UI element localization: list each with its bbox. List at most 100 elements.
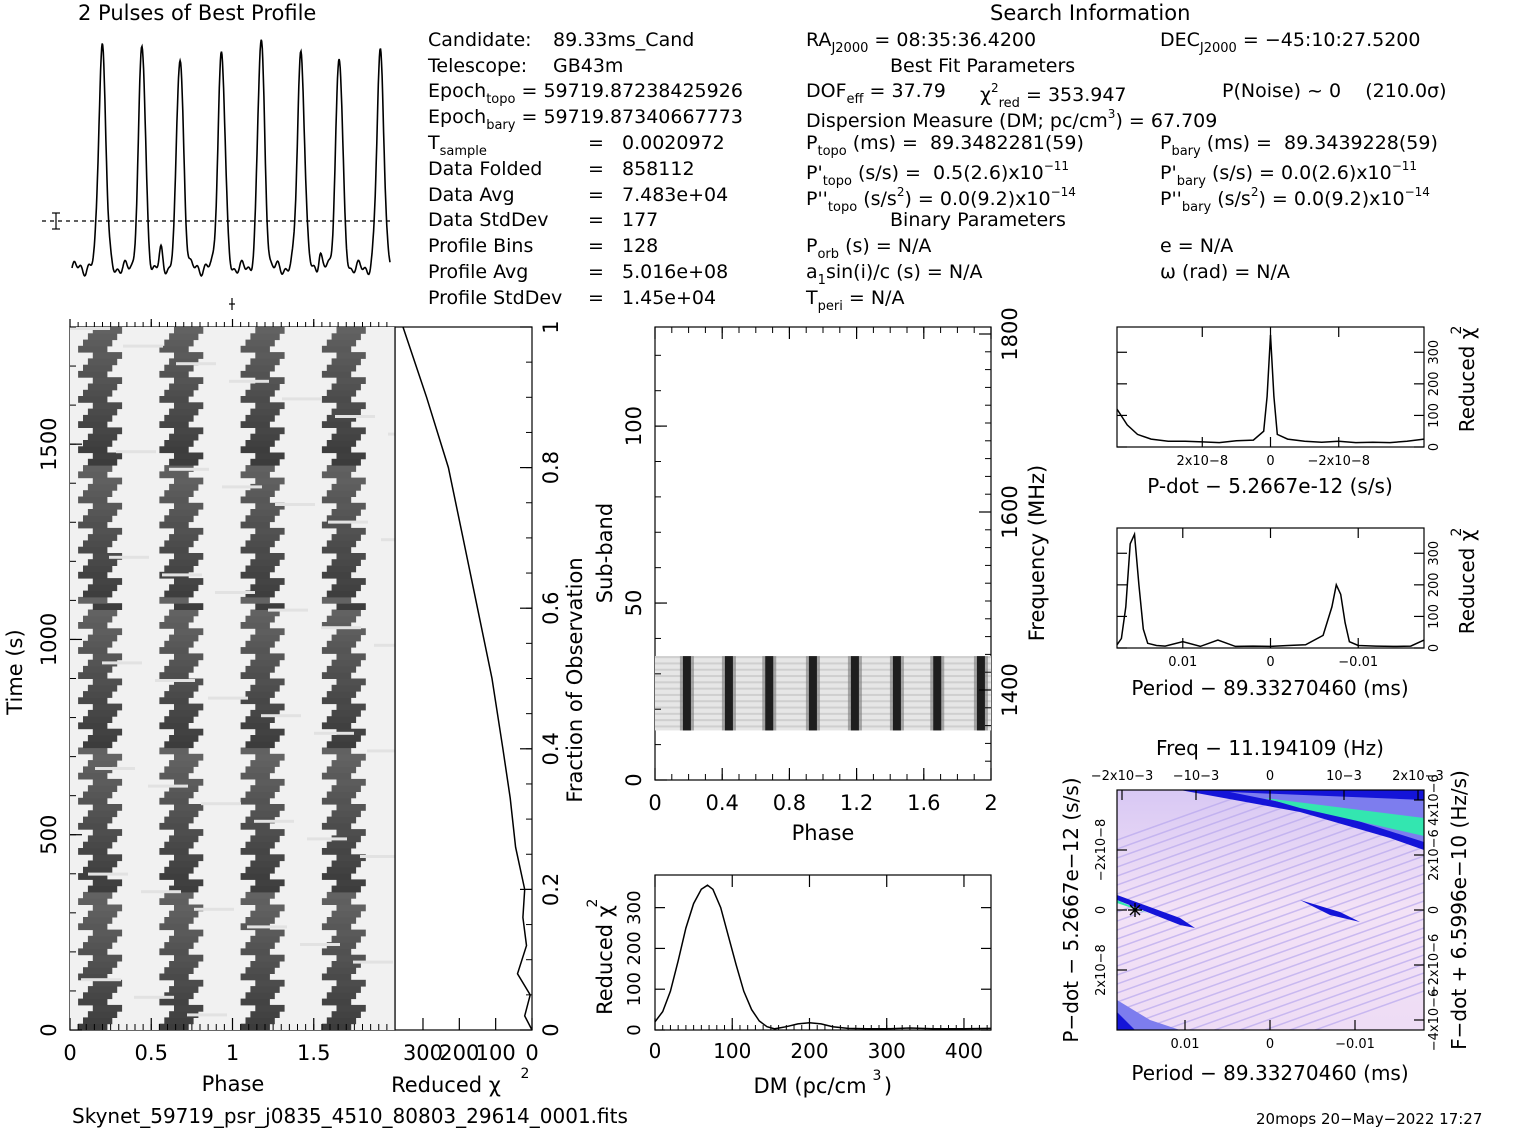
time-phase-pulse — [250, 910, 280, 918]
time-phase-pulse — [164, 716, 194, 723]
time-phase-pulse — [174, 477, 204, 485]
time-phase-pulse — [87, 961, 118, 968]
subband-pulse — [808, 656, 817, 731]
time-phase-pulse — [331, 333, 361, 341]
time-phase-pulse — [240, 421, 270, 428]
time-phase-pulse — [78, 1023, 108, 1030]
time-phase-pulse — [245, 766, 275, 774]
time-phase-pulse — [250, 609, 280, 617]
time-phase-pulse — [174, 603, 204, 610]
dm-xtick-label: 0 — [649, 1039, 662, 1063]
time-phase-pulse — [331, 885, 361, 893]
time-phase-pulse — [240, 622, 270, 629]
time-phase-pulse — [336, 904, 366, 912]
time-phase-pulse — [336, 553, 366, 560]
time-phase-pulse — [336, 427, 366, 435]
time-phase-pulse — [245, 917, 275, 924]
time-phase-pulse — [164, 791, 194, 799]
ppdot-streak — [1312, 990, 1424, 1030]
time-phase-pulse — [245, 741, 275, 749]
pdot-xlabel: P-dot − 5.2667e-12 (s/s) — [1147, 474, 1393, 498]
ppdot-streak — [1117, 790, 1259, 841]
chi2-line: χ2red = 353.947 — [980, 81, 1127, 111]
pdot-curve-line — [1116, 334, 1425, 444]
time-phase-pulse — [164, 992, 194, 1000]
time-phase-pulse — [159, 345, 189, 353]
time-phase-ytick-label: 0 — [37, 1023, 61, 1036]
time-phase-pulse — [326, 992, 357, 1000]
time-phase-pulse — [250, 509, 280, 516]
search-info-title: Search Information — [990, 1, 1191, 25]
time-phase-pulse — [78, 697, 108, 705]
time-phase-pulse — [164, 691, 194, 698]
epoch-topo: Epochtopo = 59719.87238425926 — [428, 80, 743, 107]
time-phase-pulse — [321, 923, 352, 931]
time-phase-pulse — [326, 741, 357, 749]
time-phase-pulse — [87, 935, 118, 943]
time-phase-pulse — [245, 640, 275, 648]
dm-xlabel-sup: 3 — [873, 1068, 882, 1084]
subband-pulse — [892, 656, 901, 731]
time-phase-pulse — [164, 364, 194, 372]
ppdot-streak — [1287, 981, 1424, 1030]
time-phase-pulse — [245, 866, 275, 874]
time-phase-pulse — [240, 345, 270, 353]
time-phase-pulse — [159, 772, 189, 780]
time-phase-pulse — [250, 659, 280, 667]
time-phase-pulse — [78, 521, 108, 529]
stat-eq: = — [588, 158, 604, 180]
stat-eq: = — [588, 184, 604, 206]
time-phase-pulse — [174, 327, 204, 334]
time-phase-pulse — [159, 898, 189, 905]
time-phase-pulse — [83, 866, 113, 874]
time-phase-pulse — [169, 735, 199, 742]
time-phase-pulse — [159, 521, 189, 529]
time-phase-pulse — [87, 408, 118, 416]
time-phase-pulse — [326, 816, 357, 824]
time-phase-pulse — [169, 961, 199, 968]
time-phase-pulse — [331, 760, 361, 767]
time-phase-pulse — [169, 559, 199, 566]
time-phase-pulse — [240, 546, 270, 554]
time-phase-pulse — [159, 370, 189, 378]
time-phase-pulse — [240, 672, 270, 679]
time-phase-pulse — [255, 728, 285, 736]
time-phase-pulse — [326, 716, 357, 723]
time-phase-pulse — [326, 615, 357, 623]
telescope-value: GB43m — [553, 55, 624, 77]
ppdot-streak — [1237, 963, 1424, 1030]
time-phase-pulse — [174, 703, 204, 711]
time-phase-pulse — [245, 414, 275, 422]
binary-title: Binary Parameters — [890, 209, 1066, 231]
time-phase-pulse — [164, 665, 194, 673]
time-phase-pulse — [326, 891, 357, 899]
ppdot-streak — [1117, 873, 1424, 985]
subband-ytick-label: 100 — [622, 406, 646, 446]
time-phase-noise — [275, 503, 315, 506]
ppdot-streak — [1117, 790, 1360, 877]
time-phase-pulse — [83, 364, 113, 372]
time-phase-pulse — [159, 873, 189, 880]
time-phase-pulse — [164, 540, 194, 548]
time-phase-pulse — [326, 766, 357, 774]
time-phase-pulse — [78, 471, 108, 479]
time-phase-pulse — [92, 502, 123, 510]
time-phase-pulse — [169, 584, 199, 592]
dm-frame — [654, 874, 992, 1031]
time-phase-pulse — [169, 860, 199, 868]
candidate-label: Candidate: — [428, 29, 532, 51]
time-phase-pulse — [326, 515, 357, 523]
dm-line: Dispersion Measure (DM; pc/cm3) = 67.709 — [806, 107, 1218, 132]
time-phase-pulse — [83, 716, 113, 723]
time-phase-pulse — [174, 954, 204, 962]
time-phase-pulse — [83, 465, 113, 472]
time-phase-noise — [88, 872, 128, 876]
time-phase-pulse — [250, 408, 280, 416]
time-phase-pulse — [174, 527, 204, 535]
ppdot-y2tick-label: 4x10−6 — [1427, 774, 1442, 826]
time-phase-noise — [353, 960, 393, 964]
profile-line — [71, 39, 391, 277]
pdot-xtick-label: 2x10−8 — [1176, 454, 1228, 469]
period-curve-line — [1116, 531, 1425, 648]
time-phase-pulse — [250, 860, 280, 868]
